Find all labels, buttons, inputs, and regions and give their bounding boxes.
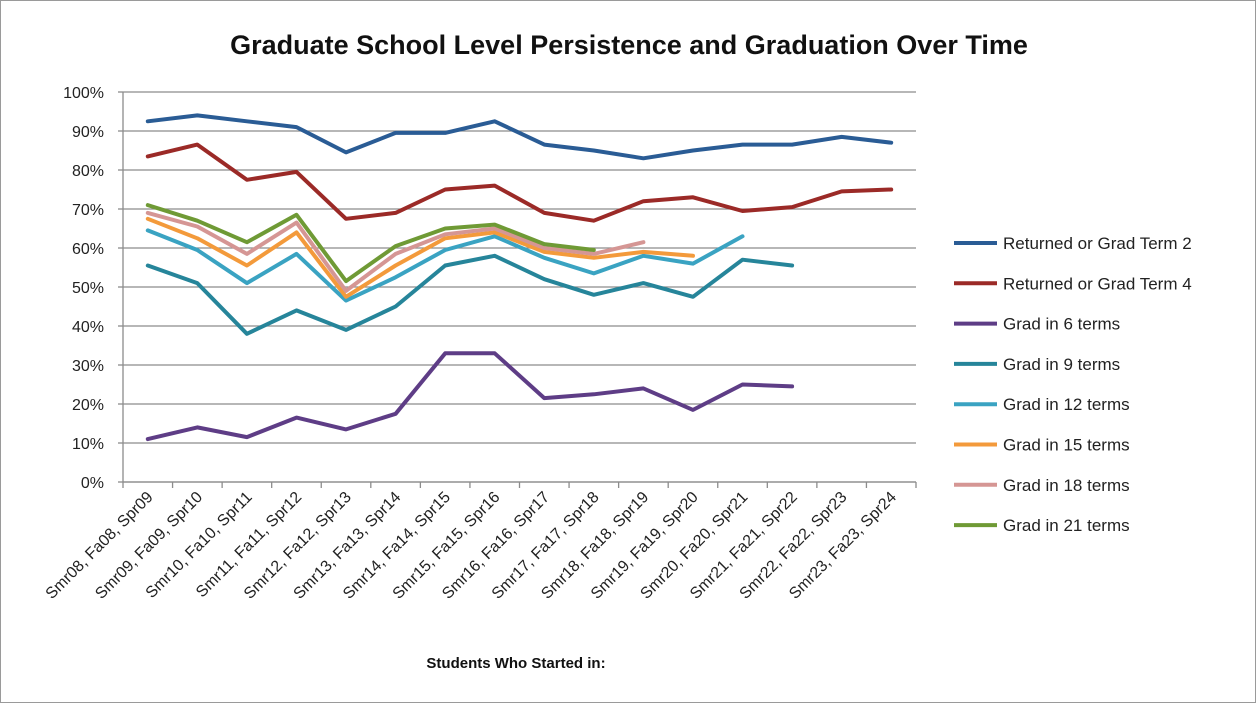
y-tick-label: 30%: [72, 358, 104, 375]
series-line-3: [148, 256, 792, 334]
legend-label: Grad in 18 terms: [1003, 476, 1130, 495]
y-tick-label: 50%: [72, 280, 104, 297]
legend-label: Returned or Grad Term 4: [1003, 274, 1192, 293]
y-tick-label: 80%: [72, 163, 104, 180]
legend-label: Grad in 12 terms: [1003, 395, 1130, 414]
y-tick-label: 20%: [72, 397, 104, 414]
series-line-0: [148, 115, 891, 158]
y-tick-label: 90%: [72, 124, 104, 141]
series-line-2: [148, 353, 792, 439]
gridlines: [118, 92, 916, 488]
legend-label: Grad in 15 terms: [1003, 436, 1130, 455]
x-axis-label: Students Who Started in:: [426, 655, 605, 672]
chart-title: Graduate School Level Persistence and Gr…: [230, 30, 1028, 60]
y-tick-label: 100%: [63, 85, 104, 102]
legend-label: Returned or Grad Term 2: [1003, 234, 1192, 253]
y-tick-label: 40%: [72, 319, 104, 336]
y-tick-label: 60%: [72, 241, 104, 258]
y-tick-label: 70%: [72, 202, 104, 219]
legend-label: Grad in 6 terms: [1003, 315, 1120, 334]
legend-label: Grad in 21 terms: [1003, 516, 1130, 535]
series-lines: [148, 115, 892, 439]
legend-label: Grad in 9 terms: [1003, 355, 1120, 374]
y-axis-ticks: 0% 10% 20% 30% 40% 50% 60% 70% 80% 90% 100%: [63, 85, 104, 492]
legend: Returned or Grad Term 2 Returned or Grad …: [954, 234, 1192, 535]
y-tick-label: 0%: [81, 475, 104, 492]
y-tick-label: 10%: [72, 436, 104, 453]
